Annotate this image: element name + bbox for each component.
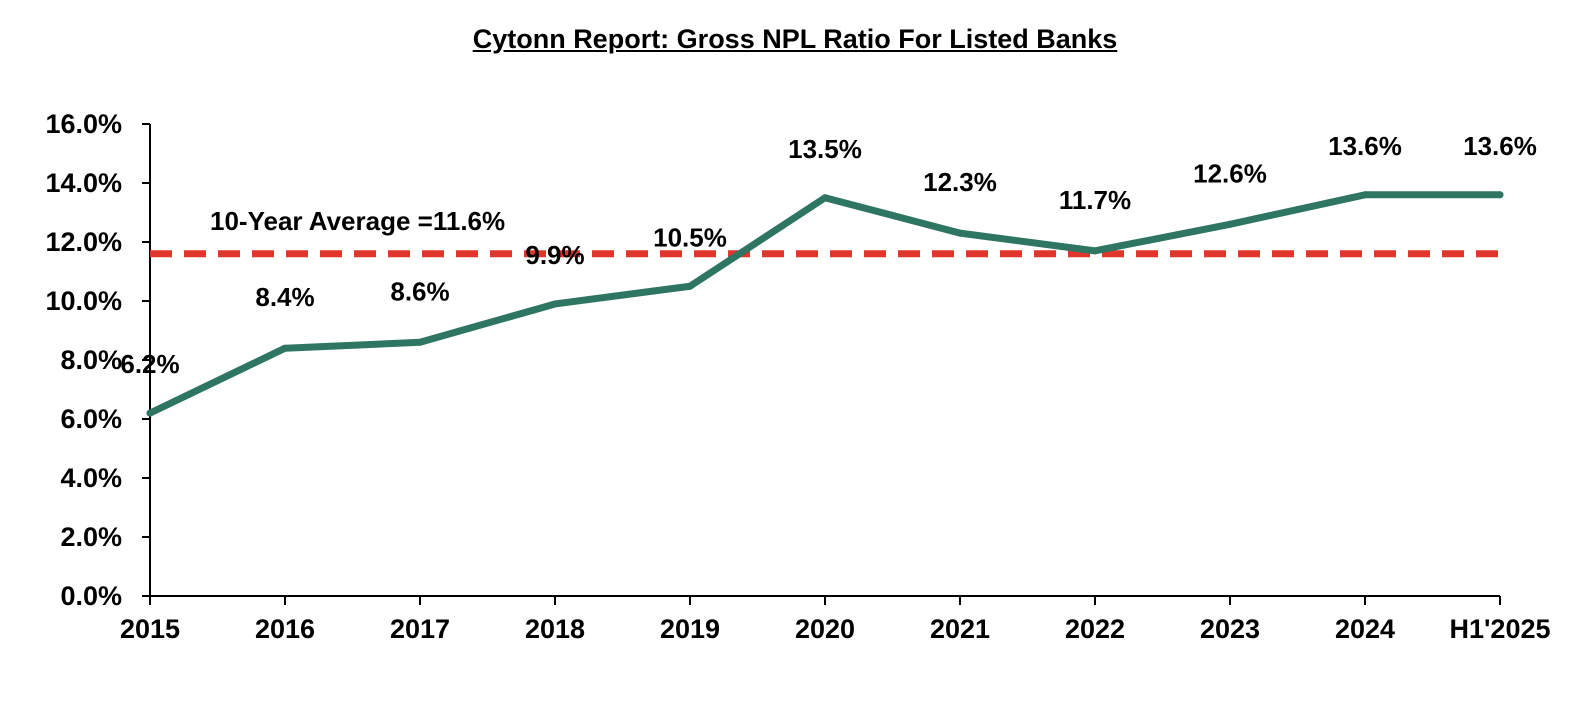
data-label: 12.6%	[1193, 158, 1267, 188]
chart-title: Cytonn Report: Gross NPL Ratio For Liste…	[472, 24, 1118, 54]
x-tick-label: 2024	[1335, 614, 1395, 644]
data-point	[551, 300, 559, 308]
data-label: 13.6%	[1463, 131, 1537, 161]
x-tick-label: 2018	[525, 614, 585, 644]
data-point	[1361, 191, 1369, 199]
data-label: 13.6%	[1328, 131, 1402, 161]
data-label: 11.7%	[1059, 185, 1131, 215]
data-point	[281, 344, 289, 352]
y-tick-label: 16.0%	[45, 109, 122, 139]
y-tick-label: 2.0%	[60, 522, 122, 552]
data-label: 6.2%	[120, 349, 179, 379]
x-tick-label: 2017	[390, 614, 450, 644]
data-point	[146, 409, 154, 417]
data-label: 9.9%	[525, 240, 584, 270]
y-tick-label: 6.0%	[60, 404, 122, 434]
data-point	[1226, 220, 1234, 228]
average-reference-label: 10-Year Average =11.6%	[210, 206, 505, 236]
x-tick-label: 2015	[120, 614, 180, 644]
data-point	[956, 229, 964, 237]
data-point	[1091, 247, 1099, 255]
x-tick-label: 2016	[255, 614, 315, 644]
x-tick-label: 2019	[660, 614, 720, 644]
data-point	[821, 194, 829, 202]
y-tick-label: 4.0%	[60, 463, 122, 493]
data-point	[686, 282, 694, 290]
x-tick-label: 2023	[1200, 614, 1260, 644]
y-tick-label: 0.0%	[60, 581, 122, 611]
data-point	[1496, 191, 1504, 199]
data-label: 8.6%	[390, 276, 449, 306]
y-tick-label: 10.0%	[45, 286, 122, 316]
x-tick-label: 2021	[930, 614, 990, 644]
y-tick-label: 8.0%	[60, 345, 122, 375]
data-label: 10.5%	[653, 222, 727, 252]
x-tick-label: 2022	[1065, 614, 1125, 644]
y-tick-label: 14.0%	[45, 168, 122, 198]
data-point	[416, 338, 424, 346]
x-tick-label: H1'2025	[1450, 614, 1551, 644]
data-label: 8.4%	[255, 282, 314, 312]
x-tick-label: 2020	[795, 614, 855, 644]
data-label: 13.5%	[788, 134, 862, 164]
data-label: 12.3%	[923, 167, 997, 197]
y-tick-label: 12.0%	[45, 227, 122, 257]
